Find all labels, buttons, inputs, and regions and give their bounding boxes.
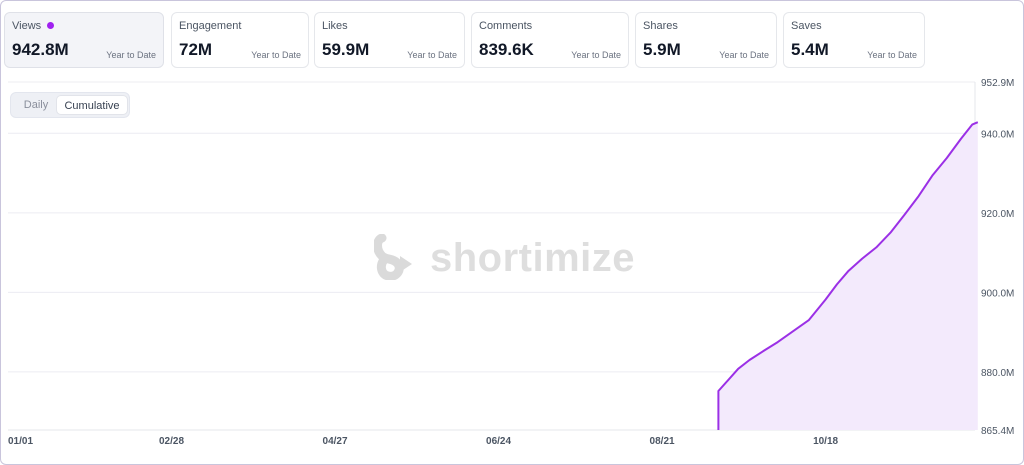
metric-value: 942.8M (12, 40, 69, 59)
y-tick-label: 865.4M (981, 426, 1014, 437)
metric-period: Year to Date (867, 50, 917, 60)
y-tick-label: 952.9M (981, 78, 1014, 89)
metric-value: 5.4M (791, 40, 829, 59)
x-tick-label: 04/27 (323, 436, 348, 447)
x-tick-label: 10/18 (813, 436, 838, 447)
metric-value: 72M (179, 40, 213, 59)
metric-value: 839.6K (479, 40, 534, 59)
series-area-fill (718, 122, 978, 430)
watermark: shortimize (374, 232, 664, 284)
metric-card-likes[interactable]: Likes 59.9M Year to Date (314, 12, 465, 68)
metric-label: Shares (643, 20, 678, 32)
metric-period: Year to Date (407, 50, 457, 60)
metric-value: 5.9M (643, 40, 681, 59)
daily-toggle-button[interactable]: Daily (23, 99, 49, 111)
y-tick-label: 940.0M (981, 129, 1014, 140)
metric-period: Year to Date (106, 50, 156, 60)
series-line (717, 121, 979, 430)
metric-card-saves[interactable]: Saves 5.4M Year to Date (783, 12, 925, 68)
cumulative-toggle-button[interactable]: Cumulative (56, 95, 128, 115)
metric-value: 59.9M (322, 40, 370, 59)
selected-dot-icon (47, 21, 55, 29)
metric-period: Year to Date (719, 50, 769, 60)
shortimize-logo-icon (374, 234, 412, 280)
metric-label: Likes (322, 20, 348, 32)
metric-label: Engagement (179, 20, 242, 32)
view-mode-toggle: Daily Cumulative (10, 92, 130, 118)
x-tick-label: 08/21 (650, 436, 675, 447)
x-tick-label: 06/24 (486, 436, 511, 447)
y-tick-label: 900.0M (981, 288, 1014, 299)
x-tick-label: 01/01 (8, 436, 33, 447)
metric-card-engagement[interactable]: Engagement 72M Year to Date (171, 12, 309, 68)
y-tick-label: 880.0M (981, 368, 1014, 379)
metric-period: Year to Date (571, 50, 621, 60)
metric-label: Views (12, 20, 55, 32)
metric-label: Comments (479, 20, 533, 32)
metric-label: Saves (791, 20, 822, 32)
metric-card-shares[interactable]: Shares 5.9M Year to Date (635, 12, 777, 68)
metric-card-views[interactable]: Views 942.8M Year to Date (4, 12, 164, 68)
metric-period: Year to Date (251, 50, 301, 60)
watermark-text: shortimize (430, 236, 636, 280)
x-tick-label: 02/28 (159, 436, 184, 447)
metric-card-comments[interactable]: Comments 839.6K Year to Date (471, 12, 629, 68)
y-tick-label: 920.0M (981, 209, 1014, 220)
